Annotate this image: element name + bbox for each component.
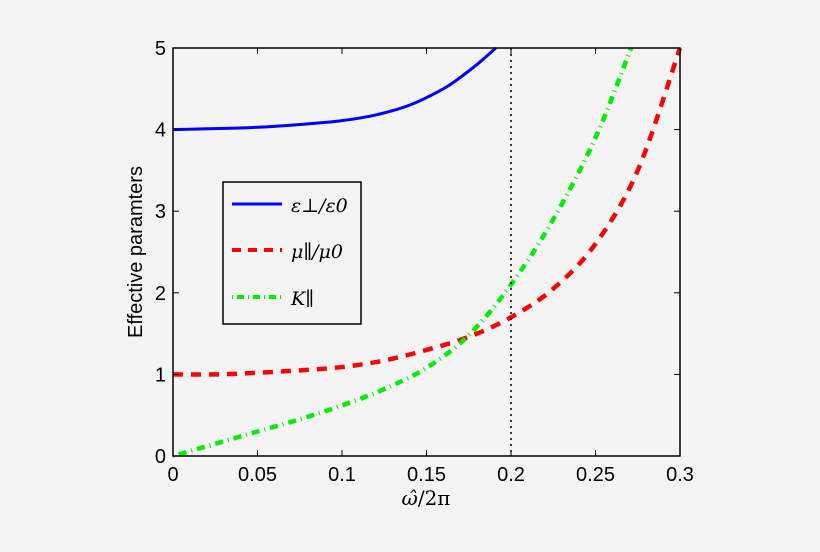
legend-label-eps: ε⊥/ε0	[291, 195, 348, 217]
x-axis-ticks: 0 0.05 0.1 0.15 0.2 0.25 0.3	[167, 48, 694, 486]
x-tick-label: 0.15	[407, 464, 446, 486]
y-tick-label: 4	[155, 120, 166, 142]
legend-label-k: K∥	[290, 288, 314, 310]
y-tick-label: 0	[155, 446, 166, 468]
y-axis-ticks: 0 1 2 3 4 5	[155, 38, 680, 468]
x-tick-label: 0.2	[497, 464, 525, 486]
legend-label-mu: μ∥/μ0	[291, 241, 343, 263]
y-tick-label: 3	[155, 201, 166, 223]
x-tick-label: 0.25	[576, 464, 615, 486]
x-axis-label: ω̂/2π	[402, 486, 451, 510]
series-line-1	[172, 47, 683, 377]
y-tick-label: 5	[155, 38, 166, 60]
x-tick-label: 0.1	[328, 464, 356, 486]
series-line-2	[172, 47, 634, 459]
legend-box	[222, 181, 362, 325]
x-tick-label: 0	[167, 464, 178, 486]
x-tick-label: 0.3	[666, 464, 694, 486]
curves	[172, 46, 683, 459]
legend: ε⊥/ε0 μ∥/μ0 K∥	[222, 181, 362, 325]
series-line-0	[172, 46, 497, 132]
y-tick-label: 2	[155, 283, 166, 305]
x-tick-label: 0.05	[238, 464, 277, 486]
y-axis-label: Effective paramters	[125, 166, 147, 338]
y-tick-label: 1	[155, 364, 166, 386]
